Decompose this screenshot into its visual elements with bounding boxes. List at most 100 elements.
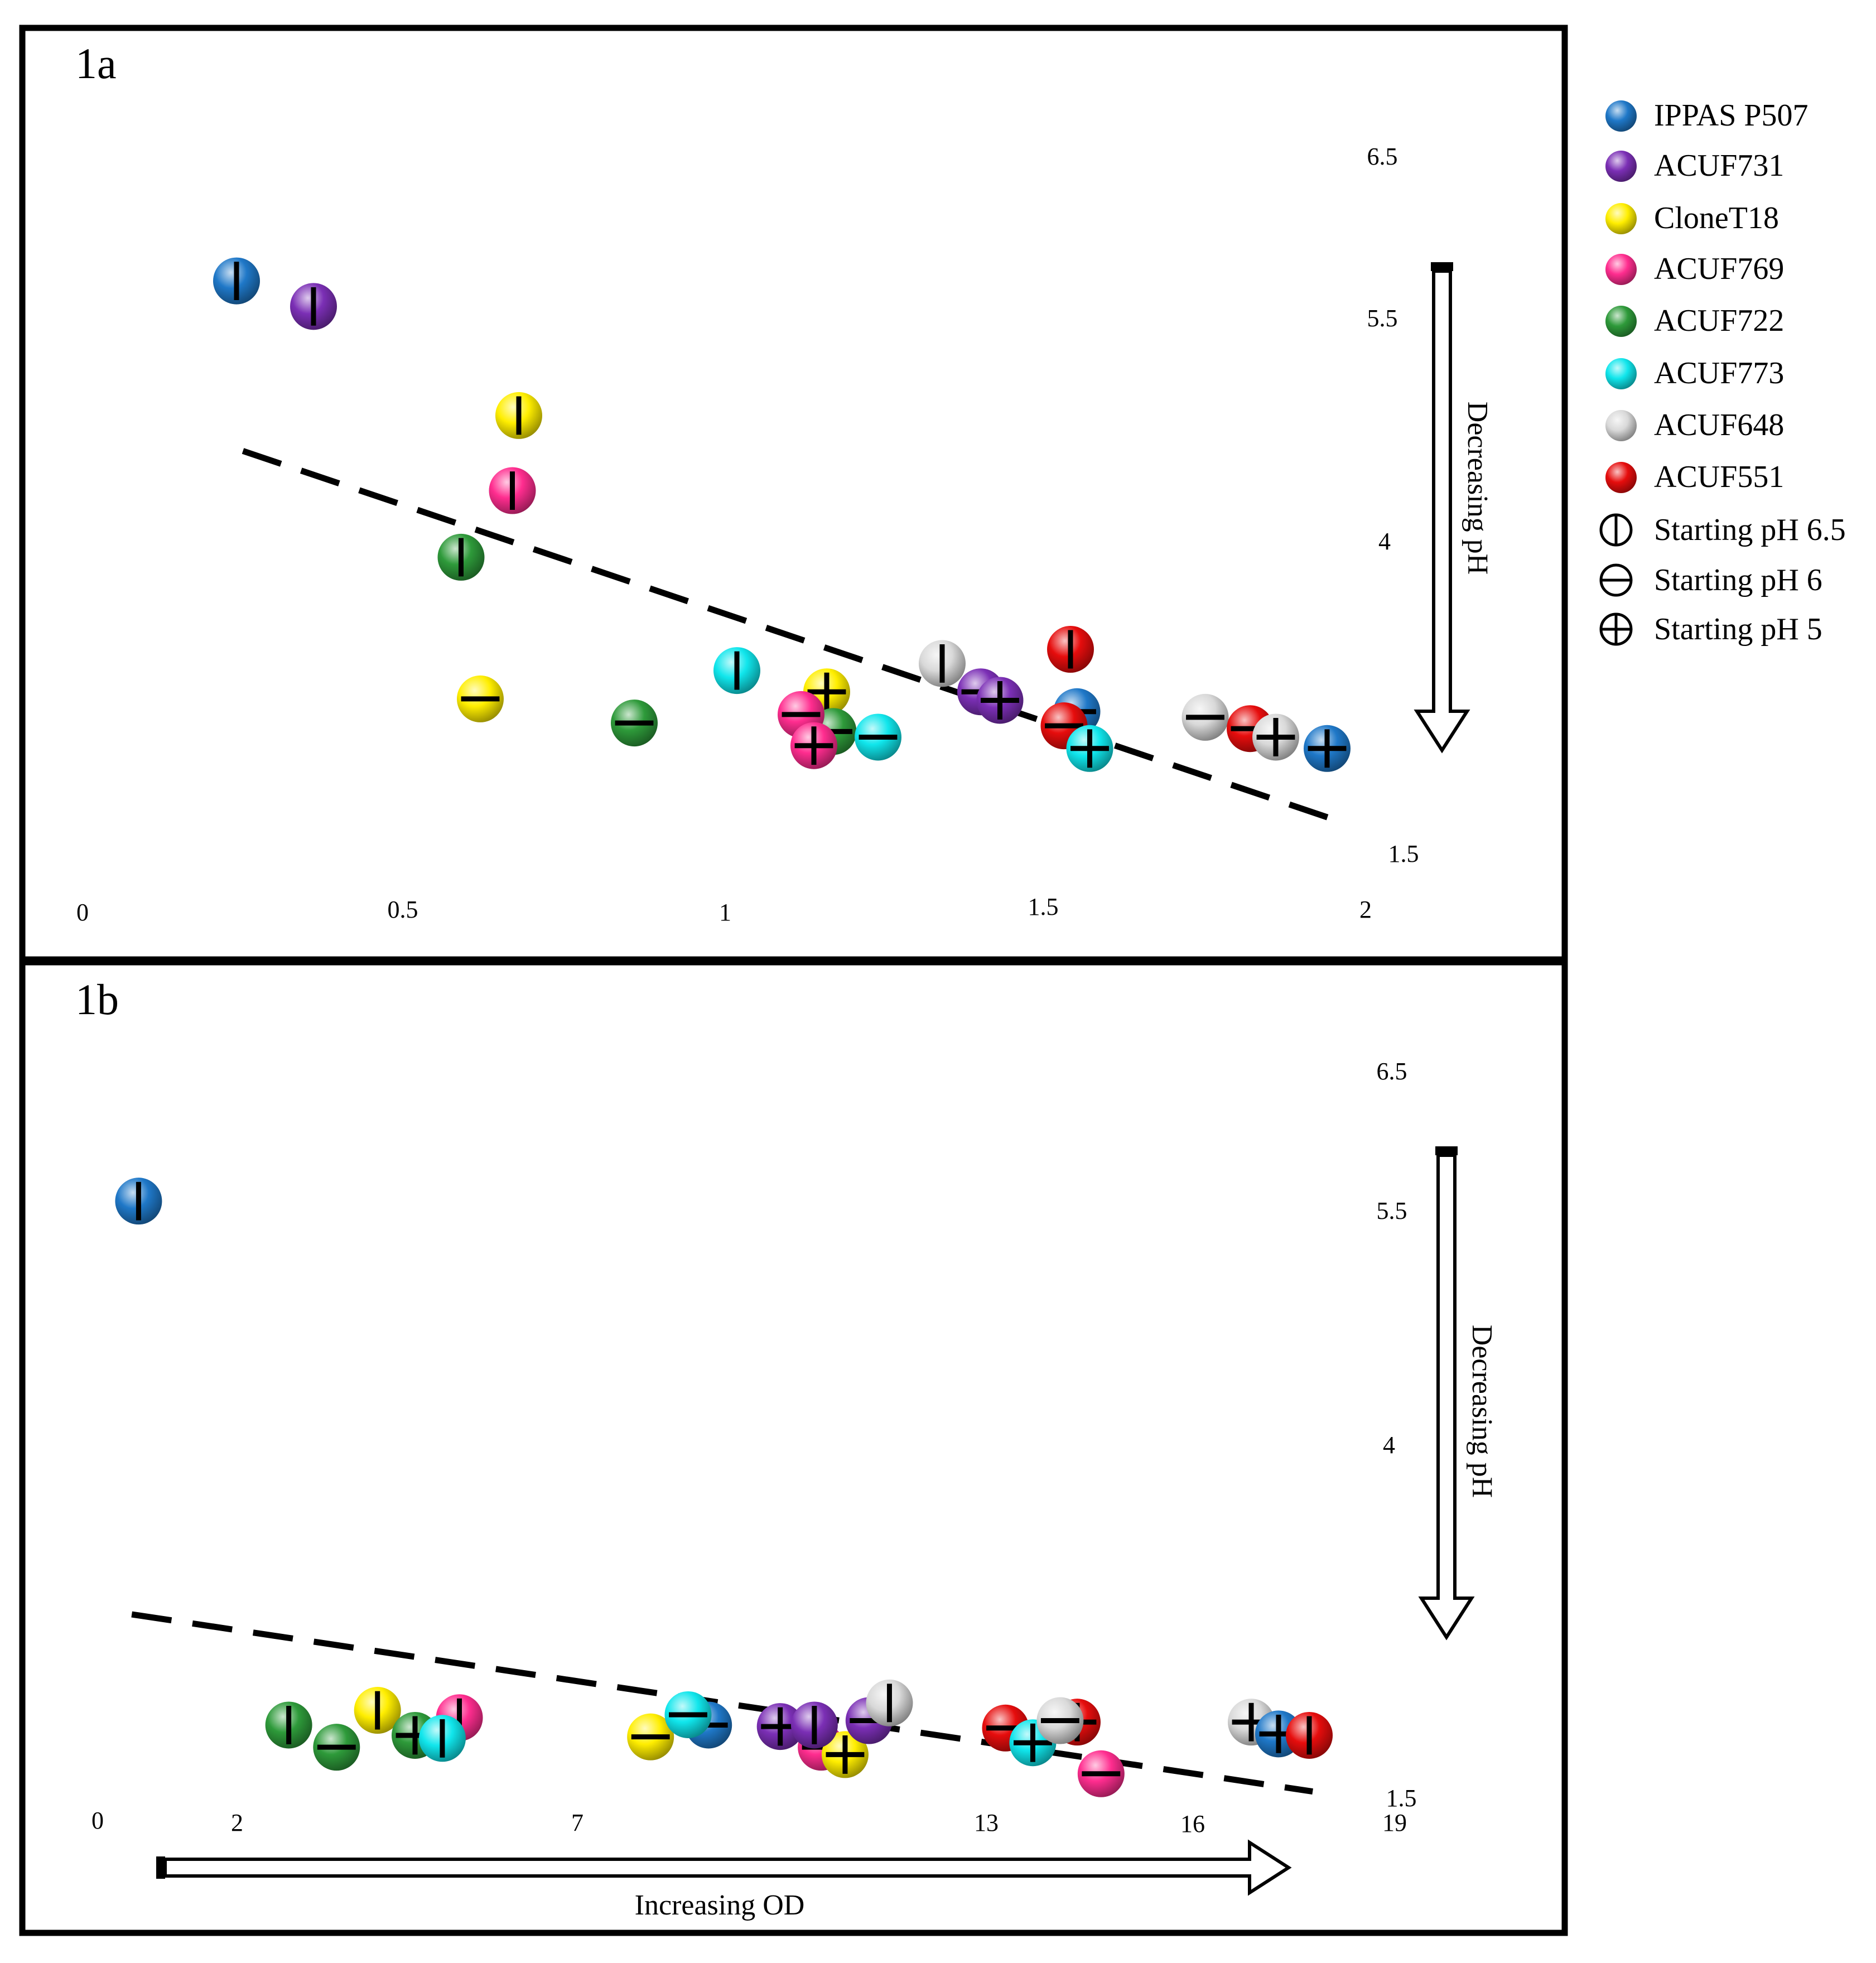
legend-swatch bbox=[1605, 254, 1637, 285]
y-tick: 4 bbox=[1383, 1431, 1395, 1459]
y-tick: 1.5 bbox=[1388, 840, 1419, 867]
legend-swatch bbox=[1605, 203, 1637, 234]
data-point bbox=[866, 1679, 913, 1726]
legend-item: ACUF769 bbox=[1605, 252, 1784, 286]
legend-label: Starting pH 6 bbox=[1654, 563, 1822, 597]
legend-label: IPPAS P507 bbox=[1654, 98, 1809, 133]
legend-item: Starting pH 6 bbox=[1599, 563, 1822, 597]
x-tick: 1 bbox=[719, 899, 731, 926]
legend-label: Starting pH 6.5 bbox=[1654, 513, 1846, 547]
y-tick: 6.5 bbox=[1377, 1058, 1407, 1085]
x-tick: 0.5 bbox=[388, 896, 418, 923]
legend-item: ACUF722 bbox=[1605, 303, 1784, 338]
panel-1a-frame bbox=[19, 25, 1568, 963]
y-tick: 5.5 bbox=[1367, 305, 1398, 332]
legend-swatch bbox=[1605, 410, 1637, 441]
data-point bbox=[437, 533, 485, 581]
data-point bbox=[790, 1701, 838, 1749]
data-point bbox=[1304, 725, 1351, 772]
legend: IPPAS P507 ACUF731 CloneT18 ACUF769 ACUF… bbox=[1599, 98, 1846, 647]
x-tick: 2 bbox=[1359, 896, 1372, 923]
data-point bbox=[489, 467, 536, 514]
legend-label: ACUF731 bbox=[1654, 148, 1784, 183]
data-point bbox=[627, 1713, 674, 1761]
arrow-cap bbox=[1435, 1146, 1458, 1155]
x-tick: 13 bbox=[974, 1809, 999, 1836]
trend-line bbox=[242, 448, 1335, 823]
y-axis-label: Decreasing pH bbox=[1462, 402, 1493, 575]
panel-label-1a: 1a bbox=[75, 39, 117, 88]
legend-label: ACUF773 bbox=[1654, 356, 1784, 390]
data-point bbox=[213, 257, 260, 305]
y-tick: 4 bbox=[1378, 528, 1391, 555]
hbar-marker-icon bbox=[1599, 563, 1633, 597]
data-point bbox=[713, 647, 760, 694]
x-tick: 0 bbox=[91, 1807, 104, 1834]
panel-1b-frame bbox=[19, 959, 1568, 1936]
panel-label-1b: 1b bbox=[75, 975, 119, 1024]
arrow-cap bbox=[1431, 262, 1453, 271]
down-arrow-icon bbox=[1418, 1154, 1475, 1641]
data-point bbox=[1066, 725, 1113, 772]
y-arrow-1b: Decreasing pH bbox=[1418, 1146, 1498, 1641]
legend-label: ACUF769 bbox=[1654, 252, 1784, 286]
panel-1a-x-ticks: 0 0.5 1 1.5 2 bbox=[76, 893, 1372, 926]
down-arrow-icon bbox=[1414, 269, 1470, 754]
y-arrow-1a: Decreasing pH bbox=[1414, 262, 1493, 754]
data-point bbox=[790, 722, 837, 769]
legend-swatch bbox=[1605, 151, 1637, 182]
data-point bbox=[313, 1724, 360, 1771]
data-point bbox=[1047, 626, 1094, 673]
data-point bbox=[855, 713, 901, 761]
legend-item: ACUF551 bbox=[1605, 460, 1784, 494]
legend-item: Starting pH 5 bbox=[1599, 612, 1822, 647]
trend-line bbox=[131, 1611, 1313, 1795]
data-point bbox=[1036, 1697, 1084, 1744]
data-point bbox=[664, 1691, 712, 1738]
panel-1b-y-ticks: 6.5 5.5 4 1.5 bbox=[1377, 1058, 1417, 1812]
data-point bbox=[1077, 1750, 1125, 1797]
data-point bbox=[821, 1731, 869, 1778]
legend-label: CloneT18 bbox=[1654, 201, 1779, 235]
data-point bbox=[495, 392, 542, 439]
legend-item: CloneT18 bbox=[1605, 201, 1779, 235]
data-point bbox=[976, 677, 1024, 724]
x-tick: 2 bbox=[231, 1809, 243, 1836]
y-axis-label: Decreasing pH bbox=[1466, 1325, 1498, 1498]
panel-1b-x-ticks: 0 2 7 13 16 19 bbox=[91, 1807, 1407, 1837]
legend-item: ACUF648 bbox=[1605, 408, 1784, 442]
data-point bbox=[265, 1701, 312, 1749]
data-point bbox=[1181, 693, 1229, 741]
data-point bbox=[919, 640, 966, 687]
data-point bbox=[756, 1703, 804, 1750]
data-point bbox=[611, 700, 658, 747]
y-tick: 6.5 bbox=[1367, 143, 1398, 170]
legend-label: ACUF722 bbox=[1654, 303, 1784, 338]
x-tick: 7 bbox=[571, 1809, 583, 1836]
data-point bbox=[354, 1687, 401, 1734]
data-point bbox=[115, 1178, 162, 1225]
plus-marker-icon bbox=[1599, 612, 1633, 646]
plot-1a bbox=[213, 257, 1351, 823]
data-point bbox=[1286, 1711, 1333, 1759]
x-arrow-1b: Increasing OD bbox=[156, 1839, 1292, 1921]
legend-swatch bbox=[1605, 358, 1637, 389]
data-point bbox=[457, 675, 504, 722]
legend-swatch bbox=[1605, 462, 1637, 493]
panel-1a-y-ticks: 6.5 5.5 4 1.5 bbox=[1367, 143, 1419, 867]
x-tick: 19 bbox=[1382, 1809, 1407, 1836]
x-tick: 16 bbox=[1180, 1810, 1205, 1837]
data-point bbox=[290, 283, 337, 330]
x-tick: 1.5 bbox=[1028, 893, 1059, 920]
legend-label: Starting pH 5 bbox=[1654, 612, 1822, 647]
legend-item: Starting pH 6.5 bbox=[1599, 513, 1846, 547]
plot-1b bbox=[115, 1178, 1333, 1797]
x-axis-label: Increasing OD bbox=[635, 1889, 805, 1921]
right-arrow-icon bbox=[163, 1839, 1292, 1896]
legend-label: ACUF551 bbox=[1654, 460, 1784, 494]
y-tick: 1.5 bbox=[1386, 1784, 1417, 1812]
legend-item: ACUF731 bbox=[1605, 148, 1784, 183]
vbar-marker-icon bbox=[1599, 513, 1633, 547]
legend-label: ACUF648 bbox=[1654, 408, 1784, 442]
